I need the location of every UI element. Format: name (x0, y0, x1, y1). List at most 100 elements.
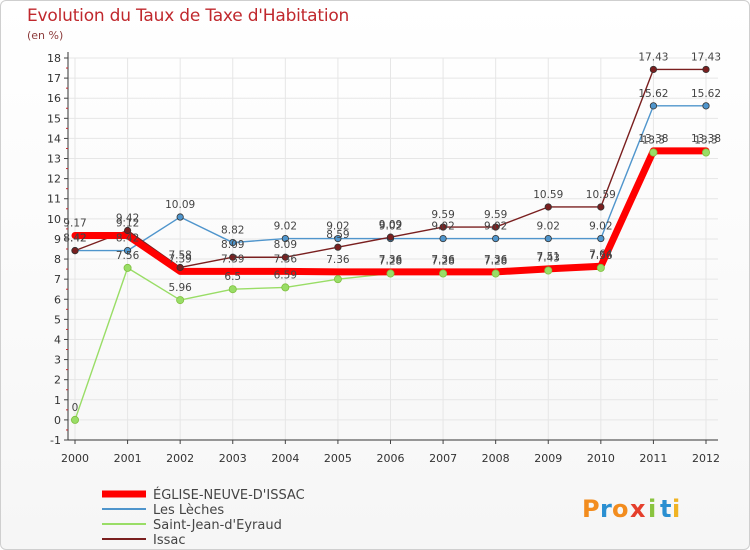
data-label--glise-neuve-d-issac: 9.12 (116, 218, 139, 230)
data-label-issac: 17.43 (638, 51, 668, 63)
data-label--glise-neuve-d-issac: 13.38 (691, 133, 721, 145)
data-labels: 9.17 9.12 7.39 7.39 7.36 7.36 7.36 7.36 7.36 7.51… (63, 51, 721, 413)
y-tick-label: 13 (47, 153, 61, 166)
gridlines (68, 57, 718, 441)
data-label--glise-neuve-d-issac: 7.39 (221, 253, 244, 265)
data-label--glise-neuve-d-issac: 7.36 (274, 253, 298, 265)
x-tick-label: 2010 (587, 452, 615, 465)
x-tick-label: 2009 (534, 452, 562, 465)
x-tick-label: 2008 (482, 452, 510, 465)
data-label-les-l-ches: 9.02 (589, 221, 612, 233)
data-point-saint-jean-d-eyraud (439, 269, 448, 278)
y-tick-label: -1 (50, 434, 61, 447)
data-label-saint-jean-d-eyraud: 0 (72, 402, 79, 414)
y-tick-label: 0 (54, 414, 61, 427)
y-tick-label: 11 (47, 193, 61, 206)
data-label-les-l-ches: 9.02 (484, 221, 507, 233)
data-label-les-l-ches: 9.02 (537, 221, 560, 233)
data-point-saint-jean-d-eyraud (596, 263, 605, 272)
data-label-saint-jean-d-eyraud: 5.96 (168, 282, 192, 294)
data-label-saint-jean-d-eyraud: 7.28 (379, 256, 402, 268)
data-label-les-l-ches: 9.02 (431, 221, 454, 233)
data-point-issac (281, 253, 289, 261)
legend-label--glise-neuve-d-issac: ÉGLISE-NEUVE-D'ISSAC (153, 487, 305, 503)
x-tick-label: 2005 (324, 452, 352, 465)
data-label--glise-neuve-d-issac: 7.36 (379, 254, 403, 266)
data-label-les-l-ches: 9.02 (274, 221, 297, 233)
legend-label-issac: Issac (153, 533, 186, 548)
data-label-saint-jean-d-eyraud: 7.56 (589, 250, 613, 262)
data-label--glise-neuve-d-issac: 7.36 (484, 254, 508, 266)
data-label-saint-jean-d-eyraud: 13.3 (694, 134, 717, 146)
y-tick-label: 8 (54, 253, 61, 266)
data-label-issac: 9.59 (431, 209, 454, 221)
y-tick-label: 12 (47, 173, 61, 186)
x-tick-label: 2000 (61, 452, 89, 465)
data-label-les-l-ches: 9.02 (326, 221, 349, 233)
data-label--glise-neuve-d-issac: 7.64 (589, 248, 613, 260)
data-label--glise-neuve-d-issac: 7.51 (537, 251, 560, 263)
data-label--glise-neuve-d-issac: 7.36 (326, 254, 350, 266)
data-label-les-l-ches: 15.62 (691, 88, 721, 100)
data-point-saint-jean-d-eyraud (333, 275, 342, 284)
y-tick-label: 7 (54, 273, 61, 286)
data-label-saint-jean-d-eyraud: 7.28 (484, 256, 507, 268)
data-point-issac (386, 233, 395, 241)
data-point-issac (492, 223, 500, 231)
y-tick-label: 9 (54, 233, 61, 246)
data-label-saint-jean-d-eyraud: 6.5 (224, 271, 241, 283)
data-label-issac: 9.42 (116, 213, 139, 225)
x-tick-label: 2002 (166, 452, 194, 465)
data-label--glise-neuve-d-issac: 13.38 (638, 133, 668, 145)
data-point-saint-jean-d-eyraud (702, 148, 711, 157)
y-tick-label: 14 (47, 132, 61, 145)
data-label-les-l-ches: 8.42 (63, 233, 86, 245)
chart-subtitle: (en %) (27, 29, 64, 42)
logo-letter: P (582, 495, 600, 523)
y-tick-label: 18 (47, 52, 61, 65)
axes (67, 52, 718, 441)
data-point-saint-jean-d-eyraud (386, 269, 395, 278)
x-tick-label: 2003 (219, 452, 247, 465)
series-points (71, 65, 711, 424)
y-tick-label: 5 (54, 313, 61, 326)
data-point-issac (123, 226, 132, 235)
chart-title: Evolution du Taux de Taxe d'Habitation (27, 6, 350, 26)
data-point-issac (702, 65, 710, 74)
y-tick-label: 17 (47, 72, 61, 85)
data-label-issac: 10.59 (586, 189, 616, 201)
data-point-saint-jean-d-eyraud (281, 283, 290, 292)
x-axis-ticks: 2000 2001 2002 2003 2004 2005 2006 2007 2008 2009… (61, 440, 720, 465)
data-point-issac (229, 253, 237, 261)
data-label-issac: 8.09 (221, 239, 244, 251)
logo-letter: o (612, 495, 629, 523)
logo-letter: x (630, 495, 646, 523)
data-point-saint-jean-d-eyraud (228, 285, 237, 294)
data-label-saint-jean-d-eyraud: 13.3 (642, 134, 665, 146)
data-point-les-l-ches (439, 234, 447, 243)
x-tick-label: 2001 (114, 452, 142, 465)
data-point-les-l-ches (281, 234, 289, 243)
data-label-issac: 7.58 (168, 249, 191, 261)
data-point-les-l-ches (334, 234, 342, 243)
data-label-issac: 10.59 (533, 189, 563, 201)
logo-letter: r (600, 495, 612, 523)
data-point-les-l-ches (544, 234, 552, 243)
data-point-saint-jean-d-eyraud (123, 263, 132, 272)
y-tick-label: 1 (54, 394, 61, 407)
data-label-issac: 8.42 (63, 233, 86, 245)
data-point-issac (649, 65, 658, 74)
logo-letter: t (660, 495, 671, 523)
legend-label-les-l-ches: Les Lèches (153, 503, 224, 518)
data-point-issac (334, 243, 342, 251)
x-tick-label: 2011 (639, 452, 667, 465)
data-label-saint-jean-d-eyraud: 6.59 (274, 269, 297, 281)
x-tick-label: 2012 (692, 452, 720, 465)
data-label-issac: 9.59 (484, 209, 507, 221)
data-label-les-l-ches: 8.42 (116, 233, 139, 245)
data-point-saint-jean-d-eyraud (649, 148, 658, 157)
data-point-les-l-ches (597, 234, 605, 243)
data-label-saint-jean-d-eyraud: 7.28 (431, 256, 454, 268)
